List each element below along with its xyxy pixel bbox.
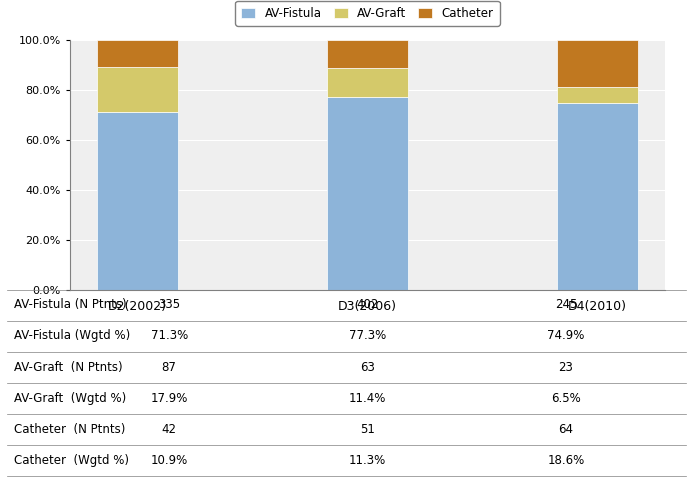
Text: 71.3%: 71.3%	[150, 330, 188, 342]
Text: 245: 245	[554, 298, 577, 312]
Text: 77.3%: 77.3%	[349, 330, 386, 342]
Bar	[557, 86, 638, 103]
Bar	[97, 40, 178, 67]
Text: 11.4%: 11.4%	[349, 392, 386, 404]
Text: AV-Fistula (Wgtd %): AV-Fistula (Wgtd %)	[14, 330, 130, 342]
Text: 63: 63	[360, 360, 375, 374]
Text: 42: 42	[162, 422, 176, 436]
Bar	[327, 40, 408, 68]
Text: 18.6%: 18.6%	[547, 454, 584, 467]
Text: 17.9%: 17.9%	[150, 392, 188, 404]
Legend: AV-Fistula, AV-Graft, Catheter: AV-Fistula, AV-Graft, Catheter	[235, 1, 500, 25]
Bar	[327, 68, 408, 97]
Text: 335: 335	[158, 298, 180, 312]
Text: 87: 87	[162, 360, 176, 374]
Text: Catheter  (N Ptnts): Catheter (N Ptnts)	[14, 422, 125, 436]
Text: 74.9%: 74.9%	[547, 330, 584, 342]
Bar	[557, 40, 638, 86]
Text: 6.5%: 6.5%	[551, 392, 581, 404]
Text: AV-Fistula (N Ptnts): AV-Fistula (N Ptnts)	[14, 298, 127, 312]
Text: 402: 402	[356, 298, 379, 312]
Bar	[97, 112, 178, 290]
Text: 10.9%: 10.9%	[150, 454, 188, 467]
Text: 64: 64	[559, 422, 573, 436]
Text: AV-Graft  (N Ptnts): AV-Graft (N Ptnts)	[14, 360, 122, 374]
Text: AV-Graft  (Wgtd %): AV-Graft (Wgtd %)	[14, 392, 126, 404]
Bar	[557, 103, 638, 290]
Bar	[97, 67, 178, 112]
Text: 11.3%: 11.3%	[349, 454, 386, 467]
Bar	[327, 97, 408, 290]
Text: 23: 23	[559, 360, 573, 374]
Text: 51: 51	[360, 422, 375, 436]
Text: Catheter  (Wgtd %): Catheter (Wgtd %)	[14, 454, 129, 467]
